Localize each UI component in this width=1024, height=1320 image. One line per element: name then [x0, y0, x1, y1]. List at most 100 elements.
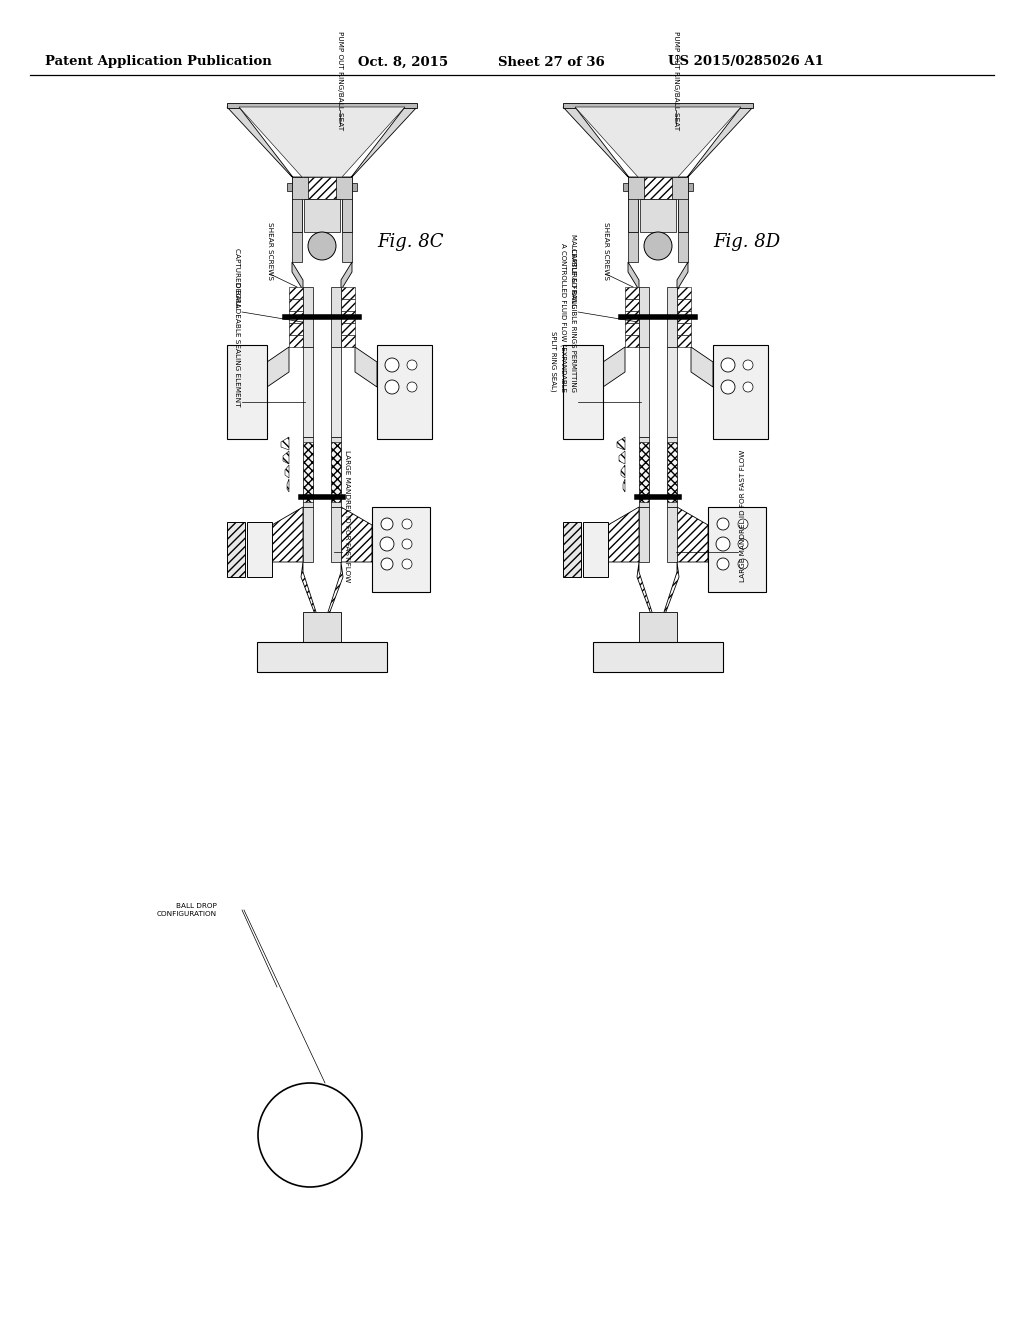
- Polygon shape: [575, 107, 741, 177]
- Polygon shape: [283, 451, 289, 465]
- Polygon shape: [617, 437, 625, 450]
- Polygon shape: [355, 347, 377, 387]
- Bar: [336, 177, 352, 199]
- Polygon shape: [563, 107, 638, 189]
- Bar: [292, 232, 302, 261]
- Text: A CONTROLLED FLUID FLOW (EXPANDABLE: A CONTROLLED FLUID FLOW (EXPANDABLE: [560, 243, 566, 392]
- Bar: [625, 312, 639, 323]
- Bar: [341, 312, 355, 323]
- Bar: [304, 177, 340, 199]
- Bar: [563, 103, 753, 108]
- Bar: [303, 347, 313, 437]
- Polygon shape: [272, 507, 303, 562]
- Bar: [639, 442, 649, 502]
- Polygon shape: [239, 107, 406, 177]
- Circle shape: [381, 558, 393, 570]
- Polygon shape: [287, 479, 289, 492]
- Polygon shape: [677, 261, 688, 290]
- Bar: [563, 345, 603, 440]
- Circle shape: [644, 232, 672, 260]
- Text: SHEAR SCREWS: SHEAR SCREWS: [603, 222, 609, 280]
- Bar: [303, 437, 313, 507]
- Circle shape: [258, 1082, 362, 1187]
- Bar: [257, 642, 387, 672]
- Text: Patent Application Publication: Patent Application Publication: [45, 55, 271, 69]
- Text: Oct. 8, 2015: Oct. 8, 2015: [358, 55, 449, 69]
- Bar: [287, 183, 292, 191]
- Circle shape: [407, 360, 417, 370]
- Polygon shape: [285, 465, 289, 478]
- Polygon shape: [618, 451, 625, 465]
- Bar: [677, 312, 691, 323]
- Polygon shape: [301, 562, 316, 616]
- Circle shape: [402, 558, 412, 569]
- Text: PUMP OUT RING/BALL SEAT: PUMP OUT RING/BALL SEAT: [673, 30, 679, 129]
- Circle shape: [717, 558, 729, 570]
- Bar: [341, 286, 355, 300]
- Polygon shape: [664, 562, 679, 616]
- Bar: [677, 323, 691, 335]
- Text: BALL DROP
CONFIGURATION: BALL DROP CONFIGURATION: [157, 903, 217, 916]
- Bar: [247, 521, 272, 577]
- Text: CAPTURED BALL: CAPTURED BALL: [570, 248, 575, 308]
- Bar: [677, 335, 691, 347]
- Bar: [625, 323, 639, 335]
- Bar: [303, 507, 313, 562]
- Bar: [678, 232, 688, 261]
- Bar: [303, 612, 341, 642]
- Bar: [227, 103, 417, 108]
- Bar: [342, 232, 352, 261]
- Bar: [640, 199, 676, 232]
- Polygon shape: [341, 261, 352, 290]
- Bar: [289, 323, 303, 335]
- Bar: [678, 177, 688, 232]
- Circle shape: [738, 558, 748, 569]
- Bar: [628, 177, 644, 199]
- Bar: [667, 437, 677, 507]
- Bar: [341, 323, 355, 335]
- Bar: [331, 437, 341, 507]
- Circle shape: [381, 517, 393, 531]
- Bar: [639, 612, 677, 642]
- Text: PUMP OUT RING/BALL SEAT: PUMP OUT RING/BALL SEAT: [337, 30, 343, 129]
- Bar: [625, 335, 639, 347]
- Bar: [688, 183, 693, 191]
- Bar: [593, 642, 723, 672]
- Polygon shape: [281, 437, 289, 450]
- Text: Fig. 8D: Fig. 8D: [713, 234, 780, 251]
- Bar: [289, 312, 303, 323]
- Polygon shape: [621, 465, 625, 478]
- Circle shape: [716, 537, 730, 550]
- Bar: [667, 347, 677, 437]
- Bar: [292, 177, 308, 199]
- Bar: [289, 300, 303, 312]
- Bar: [341, 335, 355, 347]
- Bar: [677, 300, 691, 312]
- Bar: [713, 345, 768, 440]
- Bar: [677, 286, 691, 300]
- Circle shape: [738, 539, 748, 549]
- Circle shape: [407, 381, 417, 392]
- Bar: [227, 521, 245, 577]
- Bar: [583, 521, 608, 577]
- Bar: [303, 286, 313, 347]
- Polygon shape: [677, 507, 708, 562]
- Bar: [623, 183, 628, 191]
- Text: CAPTURED BALL: CAPTURED BALL: [234, 248, 240, 308]
- Circle shape: [380, 537, 394, 550]
- Circle shape: [717, 517, 729, 531]
- Text: MALLEABLE & FRANGIBLE RINGS PERMITTING: MALLEABLE & FRANGIBLE RINGS PERMITTING: [570, 234, 575, 392]
- Polygon shape: [341, 507, 372, 562]
- Polygon shape: [328, 562, 343, 616]
- Polygon shape: [628, 261, 639, 290]
- Bar: [331, 507, 341, 562]
- Polygon shape: [603, 347, 625, 387]
- Bar: [708, 507, 766, 591]
- Text: Fig. 8C: Fig. 8C: [377, 234, 443, 251]
- Bar: [563, 521, 581, 577]
- Circle shape: [721, 358, 735, 372]
- Text: Sheet 27 of 36: Sheet 27 of 36: [498, 55, 605, 69]
- Bar: [625, 300, 639, 312]
- Bar: [672, 177, 688, 199]
- Bar: [227, 345, 267, 440]
